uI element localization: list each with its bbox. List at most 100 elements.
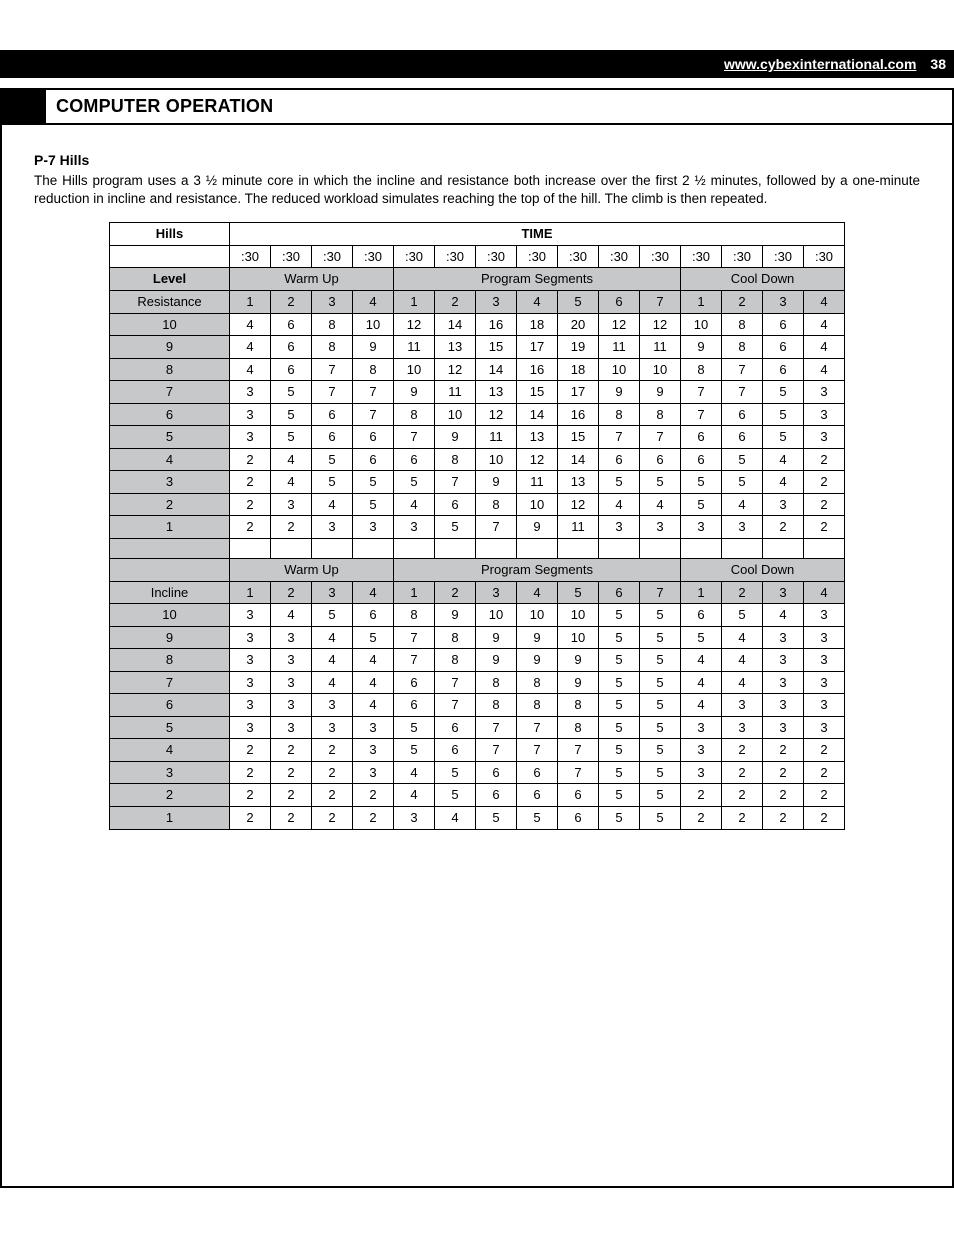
seg-number: 1	[681, 290, 722, 313]
data-cell: 7	[558, 739, 599, 762]
data-cell: 4	[312, 649, 353, 672]
data-cell: 2	[804, 807, 845, 830]
data-cell: 11	[435, 381, 476, 404]
data-cell: 3	[230, 671, 271, 694]
level-cell: 3	[110, 471, 230, 494]
data-cell: 3	[312, 516, 353, 539]
data-cell: 3	[763, 493, 804, 516]
data-cell: 9	[558, 649, 599, 672]
phase-row: LevelWarm UpProgram SegmentsCool Down	[110, 268, 845, 291]
seg-number: 3	[476, 290, 517, 313]
data-row: 84678101214161810108764	[110, 358, 845, 381]
data-cell: 8	[640, 403, 681, 426]
data-cell: 2	[271, 761, 312, 784]
data-cell: 3	[681, 761, 722, 784]
data-row: 5356679111315776653	[110, 426, 845, 449]
data-cell: 3	[763, 626, 804, 649]
data-cell: 3	[804, 694, 845, 717]
data-cell: 4	[394, 784, 435, 807]
level-cell: 9	[110, 626, 230, 649]
seg-number-row: Resistance123412345671234	[110, 290, 845, 313]
data-cell: 5	[599, 604, 640, 627]
data-cell: 15	[517, 381, 558, 404]
data-cell: 13	[558, 471, 599, 494]
data-cell: 3	[804, 381, 845, 404]
table-title-right: TIME	[230, 223, 845, 246]
level-cell: 8	[110, 358, 230, 381]
data-cell: 9	[517, 649, 558, 672]
data-cell: 6	[271, 336, 312, 359]
section-tab-block	[2, 88, 46, 125]
data-cell: 3	[394, 807, 435, 830]
data-cell: 6	[681, 426, 722, 449]
data-row: 5333356778553333	[110, 716, 845, 739]
data-cell: 12	[435, 358, 476, 381]
time-row: :30:30:30:30:30:30:30:30:30:30:30:30:30:…	[110, 245, 845, 268]
header-url-link[interactable]: www.cybexinternational.com	[724, 56, 916, 72]
level-cell: 6	[110, 694, 230, 717]
data-cell: 5	[640, 671, 681, 694]
level-cell: 6	[110, 403, 230, 426]
data-cell: 8	[558, 716, 599, 739]
data-cell: 7	[722, 381, 763, 404]
seg-number: 4	[353, 290, 394, 313]
data-row: 4245668101214666542	[110, 448, 845, 471]
data-cell: 2	[271, 784, 312, 807]
page: www.cybexinternational.com 38 COMPUTER O…	[0, 50, 954, 1188]
data-cell: 2	[312, 784, 353, 807]
data-cell: 4	[312, 626, 353, 649]
data-cell: 13	[517, 426, 558, 449]
data-cell: 6	[353, 604, 394, 627]
table-cell	[558, 538, 599, 558]
data-cell: 2	[681, 784, 722, 807]
data-cell: 5	[435, 516, 476, 539]
data-cell: 5	[599, 807, 640, 830]
data-cell: 3	[722, 516, 763, 539]
data-cell: 5	[599, 739, 640, 762]
data-cell: 10	[599, 358, 640, 381]
data-cell: 4	[722, 626, 763, 649]
data-cell: 5	[353, 626, 394, 649]
data-cell: 4	[271, 471, 312, 494]
data-cell: 16	[558, 403, 599, 426]
table-cell	[230, 538, 271, 558]
data-cell: 2	[230, 784, 271, 807]
title-row: HillsTIME	[110, 223, 845, 246]
data-cell: 7	[435, 671, 476, 694]
seg-number: 3	[312, 581, 353, 604]
data-cell: 3	[681, 516, 722, 539]
time-label: :30	[353, 245, 394, 268]
seg-number: 6	[599, 290, 640, 313]
data-cell: 7	[394, 649, 435, 672]
data-cell: 8	[722, 336, 763, 359]
time-label: :30	[435, 245, 476, 268]
data-cell: 12	[558, 493, 599, 516]
time-label: :30	[558, 245, 599, 268]
data-cell: 3	[230, 403, 271, 426]
data-cell: 3	[763, 649, 804, 672]
seg-number: 4	[517, 581, 558, 604]
data-row: 10345689101010556543	[110, 604, 845, 627]
data-cell: 6	[517, 784, 558, 807]
data-cell: 4	[394, 761, 435, 784]
data-cell: 8	[353, 358, 394, 381]
data-cell: 3	[271, 716, 312, 739]
section-title: COMPUTER OPERATION	[46, 88, 283, 125]
data-cell: 6	[722, 403, 763, 426]
data-cell: 9	[517, 516, 558, 539]
table-cell	[476, 538, 517, 558]
table-cell	[353, 538, 394, 558]
data-cell: 9	[558, 671, 599, 694]
data-cell: 5	[312, 448, 353, 471]
data-cell: 5	[599, 471, 640, 494]
data-cell: 13	[435, 336, 476, 359]
seg-number: 3	[476, 581, 517, 604]
data-cell: 18	[517, 313, 558, 336]
data-cell: 6	[353, 448, 394, 471]
table-cell	[110, 538, 230, 558]
data-row: 1222234556552222	[110, 807, 845, 830]
data-cell: 2	[804, 739, 845, 762]
data-cell: 5	[640, 604, 681, 627]
data-cell: 2	[763, 784, 804, 807]
data-cell: 16	[517, 358, 558, 381]
